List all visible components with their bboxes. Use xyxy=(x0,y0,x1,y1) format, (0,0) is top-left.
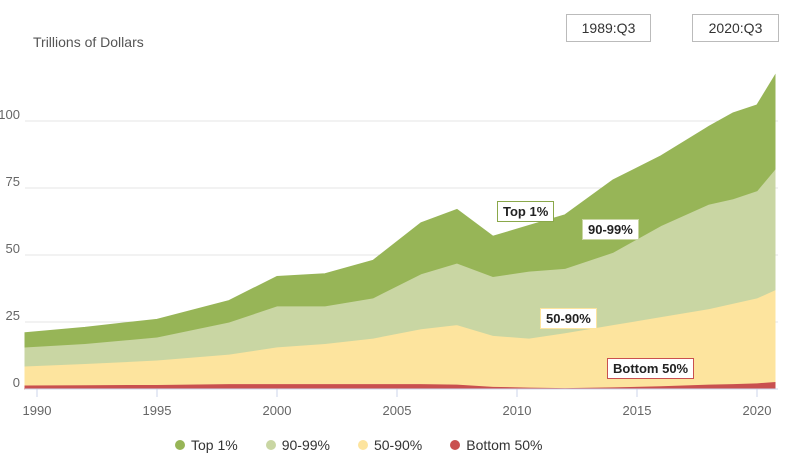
legend-item-50-90[interactable]: 50-90% xyxy=(357,437,423,453)
end-date-selector[interactable]: 2020:Q3 xyxy=(692,14,779,42)
legend-label: 50-90% xyxy=(373,437,423,453)
x-tick-label: 1995 xyxy=(143,403,172,418)
legend-label: Bottom 50% xyxy=(466,437,543,453)
y-tick-label: 50 xyxy=(6,241,20,256)
y-tick-label: 100 xyxy=(0,107,20,122)
legend: Top 1% 90-99% 50-90% Bottom 50% xyxy=(175,437,543,453)
label-top-1: Top 1% xyxy=(497,201,555,222)
y-tick-label: 0 xyxy=(13,375,20,390)
legend-item-bottom-50[interactable]: Bottom 50% xyxy=(450,437,543,453)
x-tick-label: 2005 xyxy=(383,403,412,418)
label-90-99: 90-99% xyxy=(582,219,639,240)
legend-item-top-1[interactable]: Top 1% xyxy=(175,437,238,453)
units-label: Trillions of Dollars xyxy=(33,34,144,50)
area-top-1- xyxy=(24,73,776,348)
x-tick-label: 2010 xyxy=(503,403,532,418)
legend-label: 90-99% xyxy=(281,437,330,453)
y-tick-label: 75 xyxy=(6,174,20,189)
start-date-selector[interactable]: 1989:Q3 xyxy=(566,14,651,42)
legend-label: Top 1% xyxy=(191,437,238,453)
x-tick-label: 1990 xyxy=(23,403,52,418)
label-bottom-50: Bottom 50% xyxy=(607,358,695,379)
label-50-90: 50-90% xyxy=(540,308,597,329)
y-tick-label: 25 xyxy=(6,308,20,323)
legend-item-90-99[interactable]: 90-99% xyxy=(265,437,330,453)
x-tick-label: 2020 xyxy=(743,403,772,418)
x-tick-label: 2000 xyxy=(263,403,292,418)
x-tick-label: 2015 xyxy=(623,403,652,418)
